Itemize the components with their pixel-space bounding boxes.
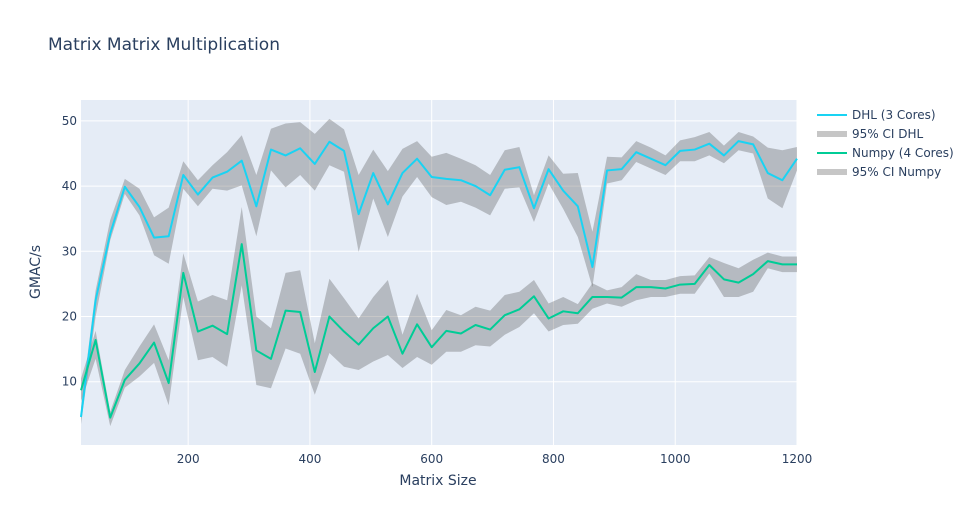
x-tick-label: 1000 bbox=[660, 452, 691, 466]
legend-label-ci-dhl: 95% CI DHL bbox=[852, 127, 923, 141]
legend-item-ci-numpy[interactable]: 95% CI Numpy bbox=[817, 165, 941, 179]
legend-item-ci-dhl[interactable]: 95% CI DHL bbox=[817, 127, 923, 141]
legend: DHL (3 Cores) 95% CI DHL Numpy (4 Cores)… bbox=[817, 108, 954, 179]
series-line-numpy bbox=[80, 243, 797, 419]
legend-label-dhl: DHL (3 Cores) bbox=[852, 108, 936, 122]
legend-swatch-ci-numpy bbox=[817, 169, 847, 175]
legend-label-ci-numpy: 95% CI Numpy bbox=[852, 165, 941, 179]
y-axis-label: GMAC/s bbox=[28, 245, 44, 299]
x-tick-label: 800 bbox=[542, 452, 565, 466]
chart-title: Matrix Matrix Multiplication bbox=[48, 35, 280, 55]
x-tick-label: 600 bbox=[420, 452, 443, 466]
y-tick-label: 20 bbox=[62, 310, 77, 324]
y-tick-label: 10 bbox=[62, 375, 77, 389]
tick-labels: 200 400 600 800 1000 1200 10 20 30 40 50 bbox=[62, 114, 813, 466]
gridlines bbox=[81, 100, 798, 445]
plot-area bbox=[81, 100, 797, 445]
legend-item-numpy[interactable]: Numpy (4 Cores) bbox=[817, 146, 954, 160]
series-line-dhl bbox=[80, 140, 798, 418]
legend-label-numpy: Numpy (4 Cores) bbox=[852, 146, 954, 160]
y-tick-label: 40 bbox=[62, 179, 77, 193]
x-tick-label: 200 bbox=[177, 452, 200, 466]
x-axis-label: Matrix Size bbox=[399, 473, 476, 489]
legend-swatch-ci-dhl bbox=[817, 131, 847, 137]
x-tick-label: 400 bbox=[298, 452, 321, 466]
data-marks bbox=[80, 118, 798, 427]
legend-item-dhl[interactable]: DHL (3 Cores) bbox=[817, 108, 936, 122]
x-tick-label: 1200 bbox=[782, 452, 813, 466]
y-tick-label: 50 bbox=[62, 114, 77, 128]
y-tick-label: 30 bbox=[62, 244, 77, 258]
ci-band-numpy bbox=[81, 206, 797, 427]
